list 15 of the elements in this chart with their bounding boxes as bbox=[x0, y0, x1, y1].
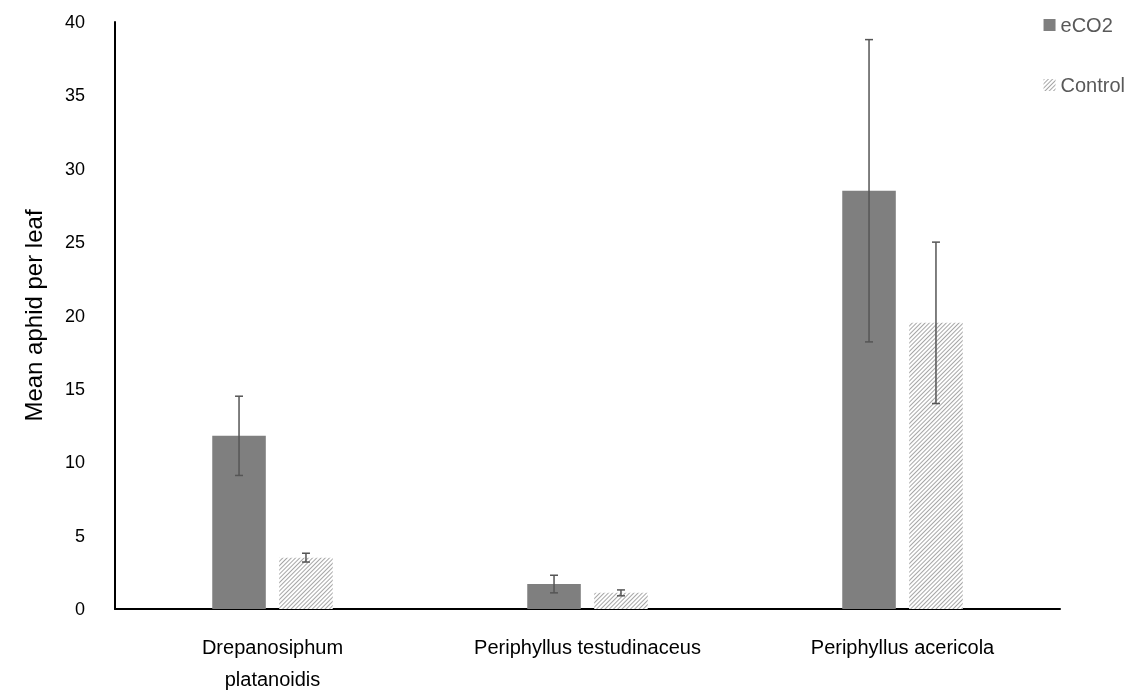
y-tick-label: 5 bbox=[74, 525, 85, 546]
x-tick-label: Periphyllus testudinaceus bbox=[474, 636, 701, 658]
y-tick-label: 40 bbox=[64, 12, 85, 32]
x-tick-label: Periphyllus acericola bbox=[810, 636, 996, 658]
legend-label: Control bbox=[1060, 74, 1126, 96]
y-tick-label: 25 bbox=[64, 232, 85, 253]
legend-label: eCO2 bbox=[1060, 14, 1113, 36]
y-tick-label: 0 bbox=[74, 599, 85, 619]
y-tick-label: 15 bbox=[64, 378, 85, 399]
y-axis-title: Mean aphid per leaf bbox=[19, 209, 47, 422]
x-tick-label: Drepanosiphum platanoidis bbox=[201, 636, 344, 690]
y-tick-label: 35 bbox=[64, 85, 85, 106]
y-tick-label: 30 bbox=[64, 158, 85, 179]
y-tick-label: 10 bbox=[64, 452, 85, 473]
y-tick-label: 20 bbox=[64, 305, 85, 326]
